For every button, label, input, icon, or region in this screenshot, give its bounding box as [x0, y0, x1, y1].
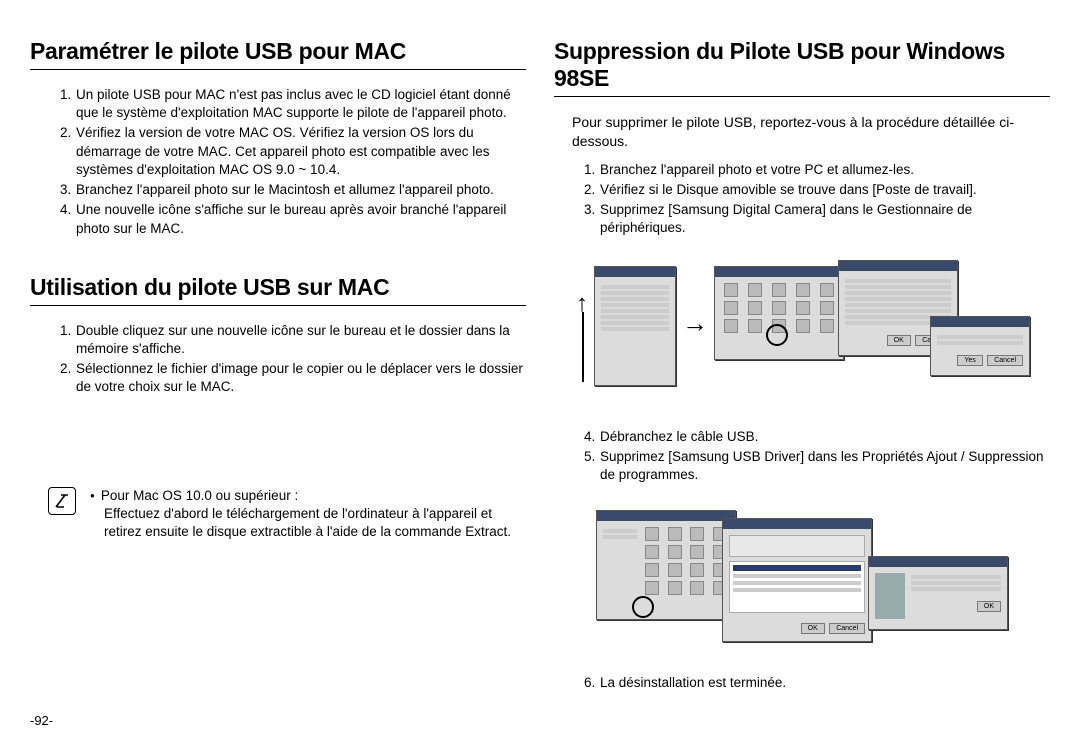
heading-win98se-remove: Suppression du Pilote USB pour Windows 9…: [554, 38, 1050, 97]
list-final: La désinstallation est terminée.: [584, 674, 1050, 692]
explorer-window: [594, 266, 676, 386]
note-text: Effectuez d'abord le téléchargement de l…: [104, 505, 526, 541]
list-item: Vérifiez si le Disque amovible se trouve…: [584, 181, 1050, 199]
list-item: Supprimez [Samsung Digital Camera] dans …: [584, 201, 1050, 237]
screenshot-group-2: OK Cancel OK: [554, 506, 1050, 656]
list-item: Branchez l'appareil photo et votre PC et…: [584, 161, 1050, 179]
arrow-right-icon: →: [682, 308, 708, 339]
screenshot-group-1: ↑ →: [554, 260, 1050, 410]
arrow-stem: [582, 312, 584, 382]
list-remove-a: Branchez l'appareil photo et votre PC et…: [584, 161, 1050, 238]
list-remove-b: Débranchez le câble USB. Supprimez [Sams…: [584, 428, 1050, 485]
note-icon: [48, 487, 76, 515]
list-item: La désinstallation est terminée.: [584, 674, 1050, 692]
right-column: Suppression du Pilote USB pour Windows 9…: [554, 38, 1050, 726]
control-panel-window-2: [596, 510, 736, 620]
list-item: Sélectionnez le fichier d'image pour le …: [60, 360, 526, 396]
note-title: Pour Mac OS 10.0 ou supérieur :: [90, 487, 526, 505]
note-block: Pour Mac OS 10.0 ou supérieur : Effectue…: [48, 487, 526, 542]
list-mac-use: Double cliquez sur une nouvelle icône su…: [60, 322, 526, 397]
highlight-circle-icon: [766, 324, 788, 346]
intro-text: Pour supprimer le pilote USB, reportez-v…: [572, 113, 1050, 151]
list-item: Débranchez le câble USB.: [584, 428, 1050, 446]
note-body: Pour Mac OS 10.0 ou supérieur : Effectue…: [90, 487, 526, 542]
completion-dialog: OK: [868, 556, 1008, 630]
list-item: Branchez l'appareil photo sur le Macinto…: [60, 181, 526, 199]
list-mac-setup: Un pilote USB pour MAC n'est pas inclus …: [60, 86, 526, 238]
heading-mac-use: Utilisation du pilote USB sur MAC: [30, 274, 526, 306]
add-remove-programs-window: OK Cancel: [722, 518, 872, 642]
list-item: Double cliquez sur une nouvelle icône su…: [60, 322, 526, 358]
list-item: Supprimez [Samsung USB Driver] dans les …: [584, 448, 1050, 484]
list-item: Vérifiez la version de votre MAC OS. Vér…: [60, 124, 526, 179]
confirm-dialog: Yes Cancel: [930, 316, 1030, 376]
left-column: Paramétrer le pilote USB pour MAC Un pil…: [30, 38, 526, 726]
list-item: Un pilote USB pour MAC n'est pas inclus …: [60, 86, 526, 122]
heading-mac-setup: Paramétrer le pilote USB pour MAC: [30, 38, 526, 70]
list-item: Une nouvelle icône s'affiche sur le bure…: [60, 201, 526, 237]
page-number: -92-: [30, 713, 53, 728]
